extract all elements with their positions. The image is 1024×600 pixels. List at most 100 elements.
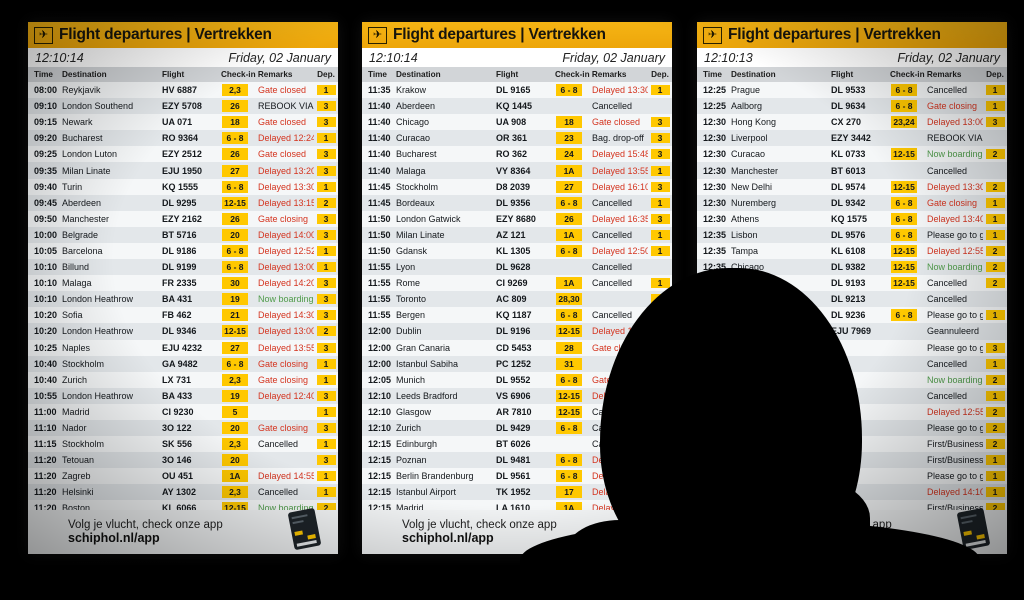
flight-destination: O — [731, 406, 739, 417]
flight-destination: Helsinki — [62, 487, 94, 498]
flight-time: 12:40 — [703, 342, 727, 353]
date-label: Friday, 02 January — [562, 50, 665, 65]
flight-destination: Bucharest — [396, 149, 437, 160]
flight-remark: Delayed 13:15 — [258, 197, 314, 208]
flight-destination: Zurich — [396, 423, 422, 434]
flight-destination: Milan Linate — [62, 165, 111, 176]
flight-remark: Cancelled — [927, 358, 968, 369]
departure-hall-badge: 2 — [314, 503, 338, 514]
table-row: 10:10 Billund DL 9199 6 - 8 Delayed 13:00 1 — [28, 259, 338, 276]
flight-time: 12:55 — [703, 471, 727, 482]
flight-destination: Stockholm — [396, 181, 439, 192]
table-row: 12:15 Berlin Brandenburg DL 9561 6 - 8 Delay… — [362, 468, 672, 485]
table-row: 12:40 Birmingham EJU 7969 Geannuleerd — [697, 323, 1007, 340]
flight-number: AR 7810 — [496, 406, 532, 417]
flight-time: 12:35 — [703, 310, 727, 321]
flight-remark: First/Business 10-11 — [927, 503, 983, 514]
flight-remark: Delayed 12:55 — [927, 245, 983, 256]
flight-number: EZY 5708 — [162, 101, 202, 112]
flight-time: 12:15 — [368, 487, 392, 498]
flight-remark: Delayed 13:00 — [927, 117, 983, 128]
flight-remark: Gate closing — [592, 374, 643, 385]
flight-destination: Madrid — [396, 503, 424, 514]
mobile-phone-icon — [956, 507, 991, 551]
table-row: 09:35 Milan Linate EJU 1950 27 Delayed 13:20… — [28, 162, 338, 179]
flight-number: DL 9186 — [162, 245, 197, 256]
flight-destination: Paris — [731, 358, 752, 369]
departure-hall-badge: 2 — [983, 374, 1007, 385]
flight-number: EJU 7969 — [831, 326, 872, 337]
flight-number: DL 9213 — [831, 294, 866, 305]
flight-remark: Delayed 13:20 — [258, 165, 314, 176]
flight-destination: Birmingham — [731, 326, 780, 337]
checkin-desk-badge: 26 — [552, 212, 586, 225]
flight-remark: Delayed 13:55 — [592, 165, 648, 176]
departure-hall-badge: 2 — [983, 423, 1007, 434]
flight-remark: Cancelled — [592, 262, 633, 273]
flight-remark: Delayed 13:30 — [258, 181, 314, 192]
table-row: 10:10 Malaga FR 2335 30 Delayed 14:20 3 — [28, 275, 338, 292]
table-row: 12:00 Istanbul Sabiha PC 1252 31 3 — [362, 355, 672, 372]
flight-number: KL 0733 — [831, 149, 866, 160]
board-title: Flight departures | Vertrekken — [728, 26, 941, 43]
board-title: Flight departures | Vertrekken — [393, 26, 606, 43]
flight-time: 12:40 — [703, 326, 727, 337]
departure-hall-badge: 1 — [648, 423, 672, 434]
flight-number: DL 9165 — [496, 85, 531, 96]
flight-time: 11:55 — [368, 278, 391, 289]
departure-hall-badge: 1 — [314, 374, 338, 385]
column-headers: Time Destination Flight Check-in Remarks… — [362, 67, 672, 82]
flight-destination: S — [731, 455, 738, 466]
flight-number: BT 6013 — [831, 165, 866, 176]
departure-hall-badge: 1 — [314, 487, 338, 498]
flight-time: 11:45 — [368, 181, 391, 192]
table-row: 12:50 S First/Business 10-111 — [697, 452, 1007, 469]
flight-number: UA 071 — [162, 117, 193, 128]
flight-remark: Gate closing — [927, 101, 978, 112]
table-row: 12:10 Leeds Bradford VS 6906 12-15 Delayed 1… — [362, 387, 672, 404]
flight-remark: Delayed 14:30 — [258, 310, 314, 321]
flight-time: 11:40 — [368, 149, 391, 160]
footer-url: schiphol.nl/app — [402, 531, 494, 545]
flight-destination: Edinburgh — [396, 439, 438, 450]
flight-remark: Now boarding — [927, 262, 983, 273]
checkin-desk-badge: 20 — [218, 228, 252, 241]
flight-time: 11:00 — [34, 406, 57, 417]
departure-hall-badge: 3 — [648, 487, 672, 498]
flight-destination: Istanbul Sabiha — [396, 358, 459, 369]
flight-time: 12:45 — [703, 390, 727, 401]
checkin-desk-badge: 2,3 — [218, 438, 252, 451]
flight-time: 12:30 — [703, 149, 727, 160]
column-header-flight: Flight — [162, 70, 185, 79]
checkin-desk-badge: 6 - 8 — [552, 470, 586, 483]
flight-destination: Reykjavik — [62, 85, 101, 96]
flight-remark: Delayed 14:00 — [258, 229, 314, 240]
table-row: 09:15 Newark UA 071 18 Gate closed 3 — [28, 114, 338, 131]
table-row: 12:25 Aalborg DL 9634 6 - 8 Gate closing 1 — [697, 98, 1007, 115]
departure-hall-badge: 1 — [983, 390, 1007, 401]
checkin-desk-badge: 6 - 8 — [552, 196, 586, 209]
flight-time: 12:30 — [703, 213, 727, 224]
flight-time: 12:00 — [368, 342, 392, 353]
table-row: 12:10 Zurich DL 9429 6 - 8 Cancelled 1 — [362, 419, 672, 437]
flight-time: 12:15 — [368, 439, 392, 450]
flight-destination: Birmingham — [731, 278, 780, 289]
flight-number: RO 362 — [496, 149, 528, 160]
flight-destination: Prague — [731, 85, 761, 96]
flight-number: EJU 1950 — [162, 165, 203, 176]
column-header-flight: Flight — [496, 70, 519, 79]
checkin-desk-badge: 12-15 — [218, 196, 252, 209]
flight-remark: Cancelled — [592, 278, 633, 289]
departure-hall-badge: 2 — [983, 262, 1007, 273]
flight-destination: Gran Canaria — [396, 342, 451, 353]
departure-hall-badge: 2 — [648, 390, 672, 401]
flight-destination: Liverpool — [731, 133, 768, 144]
airplane-icon: ✈ — [703, 26, 722, 44]
flight-remark: Cancelled — [927, 165, 968, 176]
flight-time: 12:35 — [703, 229, 727, 240]
flight-time: 12:30 — [703, 197, 727, 208]
flight-remark: Cancelled — [592, 406, 633, 417]
checkin-desk-badge: 23 — [552, 132, 586, 145]
checkin-desk-badge: 12-15 — [887, 261, 921, 274]
table-row: 12:00 Dublin DL 9196 12-15 Delayed 13:30 2 — [362, 323, 672, 340]
